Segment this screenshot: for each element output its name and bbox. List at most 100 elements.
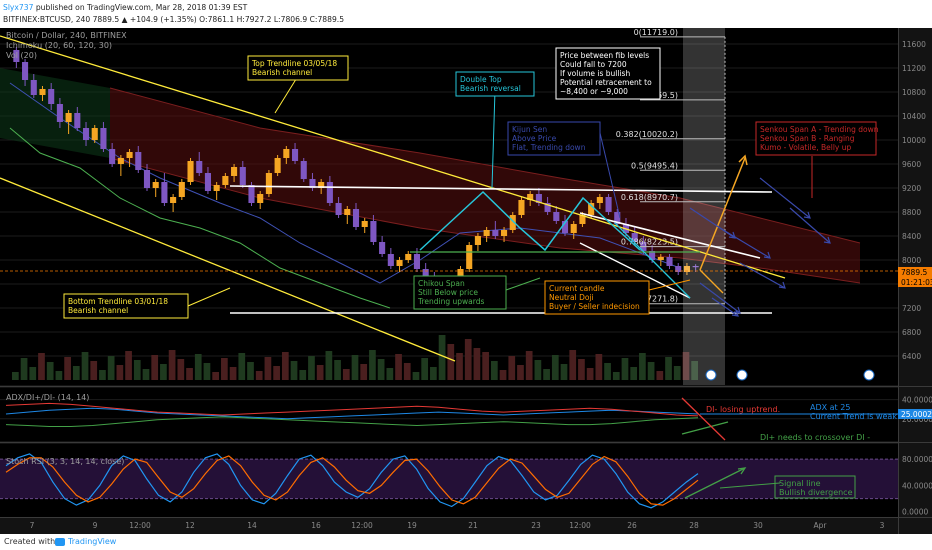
time-tick-label: 12:00 bbox=[351, 521, 373, 530]
price-tick-label: 6800 bbox=[902, 328, 921, 337]
volume-bar bbox=[682, 352, 690, 380]
projection-arrow bbox=[789, 207, 831, 244]
annotation-text: If volume is bullish bbox=[560, 69, 630, 78]
symbol-ohlc-line: BITFINEX:BTCUSD, 240 7889.5 ▲ +104.9 (+1… bbox=[3, 15, 345, 24]
volume-bar bbox=[238, 353, 246, 380]
candle-body bbox=[257, 194, 264, 203]
annotation-text: Bearish channel bbox=[252, 68, 312, 77]
projection-arrow bbox=[699, 269, 724, 294]
candle-body bbox=[126, 152, 133, 158]
volume-bar bbox=[116, 365, 124, 380]
last-price-tag bbox=[898, 267, 932, 277]
candle-body bbox=[501, 230, 508, 236]
annotation-box bbox=[247, 55, 349, 81]
annotation-pointer bbox=[274, 75, 299, 114]
pane-title: Bitcoin / Dollar, 240, BITFINEX bbox=[6, 31, 127, 40]
annotation-text: Bearish channel bbox=[68, 306, 128, 315]
time-tick-label: 26 bbox=[627, 521, 637, 530]
volume-bar bbox=[160, 364, 167, 380]
volume-bar bbox=[525, 351, 533, 380]
candle-body bbox=[265, 173, 272, 194]
chikou-span-line bbox=[9, 127, 391, 309]
volume-bar bbox=[508, 356, 516, 380]
adx-annotation: DI- losing uptrend. bbox=[706, 405, 780, 414]
volume-bar bbox=[691, 361, 698, 380]
time-tick-label: Apr bbox=[814, 521, 828, 530]
time-tick-label: 12:00 bbox=[569, 521, 591, 530]
adx-value-label: 25.0002 bbox=[901, 410, 932, 419]
stoch-pane-layer: Stoch RSI (3, 3, 14, 14, close) Signal li… bbox=[0, 453, 898, 509]
volume-bar bbox=[334, 360, 341, 380]
author-link[interactable]: Slyx737 bbox=[3, 3, 34, 12]
candle-body bbox=[22, 62, 29, 80]
projection-arrow-head bbox=[823, 236, 831, 244]
time-tick-label: 12 bbox=[185, 521, 195, 530]
volume-bar bbox=[46, 362, 54, 380]
projection-arrow-head bbox=[733, 306, 741, 314]
indicator-label: Vol (20) bbox=[6, 51, 37, 60]
price-tick-label: 8000 bbox=[902, 256, 921, 265]
stoch-arrow-head bbox=[737, 467, 747, 475]
annotation-text: ~8,400 or ~9,000 bbox=[560, 87, 628, 96]
volume-bar bbox=[578, 359, 585, 380]
volume-bar bbox=[342, 369, 350, 380]
chart-area[interactable]: 0(11719.0)0.236(10669.5)0.382(10020.2)0.… bbox=[0, 28, 932, 534]
volume-bar bbox=[604, 363, 611, 380]
fib-level-label: 0.618(8970.7) bbox=[621, 193, 678, 202]
candle-body bbox=[291, 149, 299, 161]
candle-body bbox=[30, 80, 37, 95]
volume-bar bbox=[377, 359, 385, 380]
chart-canvas[interactable]: 0(11719.0)0.236(10669.5)0.382(10020.2)0.… bbox=[0, 28, 932, 534]
volume-bar bbox=[177, 359, 185, 380]
annotation-text: Could fall to 7200 bbox=[560, 60, 627, 69]
annotation-text: Top Trendline 03/05/18 bbox=[251, 59, 337, 68]
stoch-tick-label: 0.0000 bbox=[902, 508, 928, 517]
volume-bar bbox=[125, 351, 132, 380]
axes-layer: 6400680072007600800084008800920096001000… bbox=[30, 40, 932, 530]
time-tick-label: 19 bbox=[407, 521, 417, 530]
volume-bar bbox=[482, 352, 489, 380]
annotation-text: Double Top bbox=[460, 75, 502, 84]
candle-body bbox=[318, 182, 325, 188]
tradingview-logo-icon bbox=[55, 538, 65, 546]
candle-body bbox=[204, 173, 211, 191]
candle-body bbox=[396, 260, 403, 266]
fib-level-label: 0.382(10020.2) bbox=[616, 130, 678, 139]
stoch-band bbox=[0, 459, 898, 499]
annotation-text: Above Price bbox=[512, 134, 557, 143]
candle-body bbox=[596, 197, 603, 203]
candle-body bbox=[231, 167, 238, 176]
time-tick-label: 12:00 bbox=[129, 521, 151, 530]
candle-body bbox=[387, 254, 394, 266]
price-tick-label: 10800 bbox=[902, 88, 926, 97]
projection-arrow bbox=[759, 177, 811, 219]
annotation-text: Potential retracement to bbox=[560, 78, 652, 87]
volume-bar bbox=[490, 361, 498, 380]
stoch-tick-label: 80.0000 bbox=[902, 455, 932, 464]
fib-level-label: 0.786(8223.5) bbox=[621, 238, 678, 247]
volume-bar bbox=[551, 355, 559, 380]
volume-bar bbox=[29, 367, 37, 380]
fib-level-label: 0.5(9495.4) bbox=[631, 161, 678, 170]
candle-body bbox=[561, 221, 569, 233]
volume-bar bbox=[142, 369, 150, 380]
volume-bar bbox=[299, 370, 307, 380]
tradingview-link[interactable]: TradingView bbox=[68, 537, 117, 546]
volume-bar bbox=[369, 350, 376, 380]
volume-bar bbox=[151, 355, 159, 380]
volume-bar bbox=[456, 353, 463, 380]
candle-body bbox=[91, 128, 98, 140]
time-tick-label: 23 bbox=[531, 521, 541, 530]
volume-bar bbox=[107, 356, 115, 380]
adx-annotation: Current Trend is weak bbox=[810, 412, 897, 421]
projection-arrow-head bbox=[763, 251, 771, 259]
volume-bar bbox=[499, 370, 507, 380]
price-tick-label: 10400 bbox=[902, 112, 926, 121]
adx-tick-label: 40.0000 bbox=[902, 396, 932, 405]
volume-bar bbox=[325, 351, 333, 380]
volume-bar bbox=[595, 354, 603, 380]
price-tick-label: 8400 bbox=[902, 232, 921, 241]
volume-bar bbox=[20, 358, 28, 380]
annotation-text: Current candle bbox=[549, 284, 605, 293]
volume-bar bbox=[647, 362, 655, 380]
